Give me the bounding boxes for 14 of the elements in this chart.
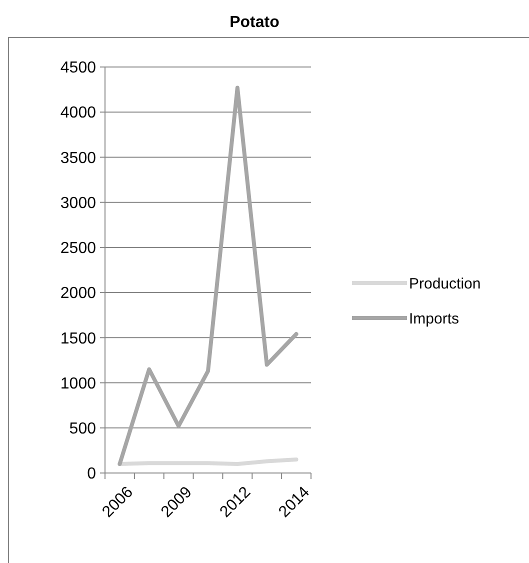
y-tick-label: 0: [87, 466, 96, 483]
y-tick-label: 4000: [60, 104, 96, 122]
y-tick-label: 1500: [60, 330, 96, 348]
y-tick-label: 3500: [60, 150, 96, 167]
line-series: [118, 86, 298, 466]
y-tick-label: 1000: [60, 375, 96, 392]
y-tick-label: 2500: [60, 240, 96, 258]
y-tick-label: 2000: [60, 285, 96, 302]
y-tick-label: 500: [69, 420, 96, 438]
legend-label: Production: [409, 275, 481, 292]
legend-label: Imports: [409, 310, 460, 328]
y-tick-label: 4500: [60, 60, 96, 77]
y-tick-label: 3000: [60, 194, 96, 212]
chart-title: Potato: [230, 14, 280, 31]
